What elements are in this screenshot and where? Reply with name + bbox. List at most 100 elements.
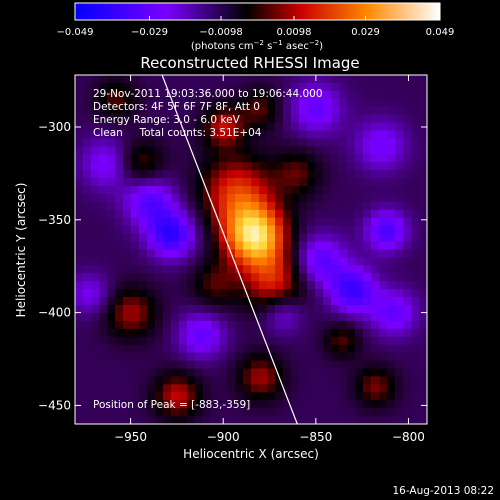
heatmap-cell xyxy=(275,408,284,417)
heatmap-cell xyxy=(171,384,180,393)
heatmap-cell xyxy=(107,360,116,370)
heatmap-cell xyxy=(163,241,172,251)
heatmap-cell xyxy=(379,217,388,227)
heatmap-cell xyxy=(291,360,300,370)
heatmap-cell xyxy=(251,201,260,211)
heatmap-cell xyxy=(211,400,220,409)
heatmap-cell xyxy=(235,320,244,330)
heatmap-cell xyxy=(371,305,380,314)
heatmap-cell xyxy=(339,257,348,266)
heatmap-cell xyxy=(123,376,132,385)
heatmap-cell xyxy=(371,138,380,147)
heatmap-cell xyxy=(323,344,332,354)
heatmap-cell xyxy=(219,297,228,306)
heatmap-cell xyxy=(99,297,108,306)
heatmap-cell xyxy=(323,281,332,290)
heatmap-cell xyxy=(283,336,292,346)
heatmap-cell xyxy=(331,90,340,100)
heatmap-cell xyxy=(243,154,252,163)
heatmap-cell xyxy=(283,130,292,140)
heatmap-cell xyxy=(323,392,332,401)
heatmap-cell xyxy=(355,233,364,243)
heatmap-cell xyxy=(147,416,156,424)
heatmap-cell xyxy=(131,265,140,274)
heatmap-cell xyxy=(371,392,380,401)
heatmap-cell xyxy=(387,138,396,147)
heatmap-cell xyxy=(187,328,196,338)
heatmap-cell xyxy=(315,360,324,370)
heatmap-cell xyxy=(187,201,196,211)
heatmap-cell xyxy=(83,170,92,179)
heatmap-cell xyxy=(419,249,427,259)
heatmap-cell xyxy=(155,209,164,219)
heatmap-cell xyxy=(211,98,220,108)
heatmap-cell xyxy=(307,138,316,147)
heatmap-cell xyxy=(123,217,132,227)
heatmap-cell xyxy=(163,193,172,203)
heatmap-cell xyxy=(395,344,404,354)
heatmap-cell xyxy=(315,368,324,378)
y-axis-ticks: −300−350−400−450 xyxy=(38,120,427,412)
heatmap-cell xyxy=(315,90,324,100)
heatmap-cell xyxy=(315,82,324,92)
heatmap-cell xyxy=(331,154,340,163)
heatmap-cell xyxy=(155,273,164,282)
heatmap-cell xyxy=(99,312,108,322)
heatmap-cell xyxy=(315,392,324,401)
heatmap-cell xyxy=(315,154,324,163)
heatmap-cell xyxy=(283,360,292,370)
heatmap-cell xyxy=(115,201,124,211)
heatmap-cell xyxy=(323,416,332,424)
heatmap-cell xyxy=(387,193,396,203)
heatmap-cell xyxy=(179,328,188,338)
heatmap-cell xyxy=(355,170,364,179)
heatmap-cell xyxy=(339,416,348,424)
heatmap-cell xyxy=(411,233,420,243)
heatmap-cell xyxy=(107,209,116,219)
heatmap-cell xyxy=(91,312,100,322)
colorbar-tick-label: 0.0098 xyxy=(277,27,312,38)
heatmap-cell xyxy=(131,344,140,354)
heatmap-cell xyxy=(195,400,204,409)
heatmap-cell xyxy=(131,416,140,424)
heatmap-cell xyxy=(131,75,140,84)
heatmap-cell xyxy=(299,233,308,243)
heatmap-cell xyxy=(419,400,427,409)
heatmap-cell xyxy=(179,408,188,417)
heatmap-cell xyxy=(363,241,372,251)
heatmap-cell xyxy=(203,98,212,108)
heatmap-cell xyxy=(267,193,276,203)
heatmap-cell xyxy=(195,106,204,116)
heatmap-cell xyxy=(163,217,172,227)
heatmap-cell xyxy=(371,225,380,235)
heatmap-cell xyxy=(259,178,268,187)
heatmap-cell xyxy=(403,138,412,147)
heatmap-cell xyxy=(299,162,308,171)
heatmap-cell xyxy=(363,217,372,227)
heatmap-cell xyxy=(179,178,188,187)
heatmap-cell xyxy=(419,186,427,195)
heatmap-cell xyxy=(379,114,388,124)
heatmap-cell xyxy=(395,257,404,266)
heatmap-cell xyxy=(115,193,124,203)
heatmap-cell xyxy=(307,154,316,163)
heatmap-cell xyxy=(211,265,220,274)
heatmap-cell xyxy=(347,225,356,235)
heatmap-cell xyxy=(131,352,140,362)
heatmap-cell xyxy=(123,178,132,187)
heatmap-cell xyxy=(315,273,324,282)
heatmap-cell xyxy=(99,416,108,424)
heatmap-cell xyxy=(371,186,380,195)
heatmap-cell xyxy=(267,82,276,92)
heatmap-cell xyxy=(171,289,180,298)
heatmap-cell xyxy=(139,384,148,393)
heatmap-cell xyxy=(363,122,372,132)
heatmap-cell xyxy=(131,305,140,314)
heatmap-cell xyxy=(251,82,260,92)
heatmap-cell xyxy=(315,162,324,171)
heatmap-cell xyxy=(123,162,132,171)
heatmap-cell xyxy=(163,233,172,243)
heatmap-cell xyxy=(307,106,316,116)
heatmap-cell xyxy=(115,241,124,251)
